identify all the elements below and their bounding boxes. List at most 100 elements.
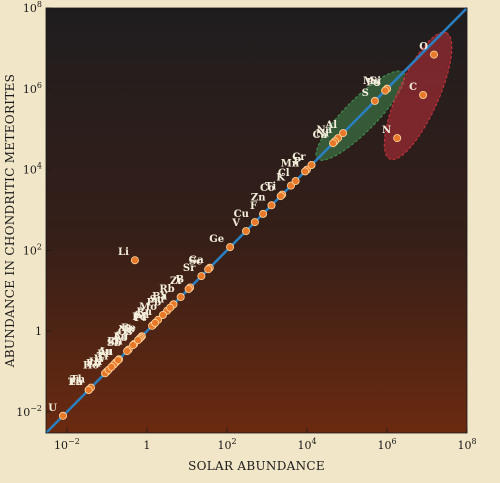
- point-label-cl: Cl: [278, 168, 290, 179]
- y-tick-label: 108: [23, 0, 42, 15]
- point-cu: [250, 218, 259, 227]
- point-label-o: O: [419, 42, 428, 53]
- point-label-in: In: [100, 347, 113, 358]
- point-sr: [197, 272, 206, 281]
- point-label-sr: Sr: [183, 263, 196, 274]
- point-label-ti: Ti: [265, 182, 276, 193]
- point-label-rb: Rb: [159, 284, 174, 295]
- point-label-ho: Ho: [83, 360, 99, 371]
- point-label-li: Li: [118, 247, 129, 258]
- point-label-fe: Fe: [366, 78, 379, 89]
- point-label-f: F: [250, 201, 257, 212]
- point-cl: [291, 176, 300, 185]
- point-sc: [204, 265, 213, 274]
- point-label-w: W: [93, 354, 106, 365]
- y-tick-label: 10−2: [16, 404, 42, 419]
- x-tick-label: 106: [377, 437, 396, 452]
- point-label-zn: Zn: [251, 192, 266, 203]
- point-label-cd: Cd: [134, 310, 149, 321]
- y-axis-label: ABUNDANCE IN CHONDRITIC METEORITES: [3, 74, 17, 368]
- axes: 10−2 1 102 104 106 108 10−2 1 102 104 106 108: [16, 0, 476, 452]
- point-label-ir: Ir: [124, 326, 135, 337]
- point-os: [134, 336, 143, 345]
- point-label-cr: Cr: [292, 152, 306, 163]
- point-label-lu: Lu: [68, 377, 82, 388]
- point-label-n: N: [382, 125, 391, 136]
- point-fe: [381, 86, 390, 95]
- point-label-ru: Ru: [137, 307, 153, 318]
- y-tick-label: 1: [35, 325, 42, 338]
- point-label-pt: Pt: [134, 313, 147, 324]
- point-label-ba: Ba: [152, 292, 167, 303]
- y-tick-label: 106: [23, 81, 42, 96]
- point-rb: [176, 292, 185, 301]
- point-label-ge: Ge: [209, 234, 224, 245]
- point-label-eu: Eu: [86, 359, 101, 370]
- point-sn: [166, 303, 175, 312]
- x-tick-label: 10−2: [54, 437, 80, 452]
- point-label-si: Si: [370, 76, 381, 87]
- point-label-sb: Sb: [107, 338, 121, 349]
- point-label-pb: Pb: [147, 298, 162, 309]
- point-label-os: Os: [118, 327, 133, 338]
- point-label-be: Be: [121, 323, 136, 334]
- point-li: [130, 256, 139, 265]
- point-f: [259, 209, 268, 218]
- point-label-co: Co: [260, 183, 275, 194]
- point-label-mo: Mo: [139, 302, 157, 313]
- point-label-al: Al: [325, 120, 338, 131]
- x-tick-label: 104: [297, 437, 316, 452]
- y-tick-label: 104: [23, 162, 42, 177]
- x-axis-label: SOLAR ABUNDANCE: [188, 459, 325, 473]
- point-label-th: Th: [70, 375, 85, 386]
- point-al: [339, 129, 348, 138]
- point-label-la: La: [114, 332, 128, 343]
- point-zr: [184, 284, 193, 293]
- point-label-pr: Pr: [97, 349, 111, 360]
- point-mo: [158, 310, 167, 319]
- plot-frame: [45, 7, 468, 434]
- point-sb: [123, 347, 132, 356]
- point-label-mn: Mn: [281, 158, 300, 169]
- point-label-c: C: [409, 82, 417, 93]
- point-label-ca: Ca: [313, 130, 328, 141]
- point-co: [276, 192, 285, 201]
- point-w: [107, 362, 116, 371]
- point-in: [114, 356, 123, 365]
- point-u: [59, 411, 68, 420]
- data-points: OCNSiMgSFeNaNiAlCaPMnKCrClZnTiCuCoVFGeLi…: [48, 42, 438, 420]
- point-label-b: B: [176, 275, 184, 286]
- point-v: [241, 227, 250, 236]
- point-o: [429, 50, 438, 59]
- point-label-tb: Tb: [68, 377, 82, 388]
- point-label-k: K: [276, 173, 285, 184]
- group-ellipse-2: [383, 31, 453, 161]
- x-tick-label: 102: [217, 437, 236, 452]
- point-zn: [267, 201, 276, 210]
- point-c: [419, 91, 428, 100]
- point-label-mg: Mg: [363, 76, 381, 87]
- point-label-u: U: [48, 403, 57, 414]
- point-label-pd: Pd: [132, 312, 147, 323]
- x-tick-label: 108: [457, 437, 476, 452]
- point-label-ag: Ag: [112, 331, 128, 342]
- point-lu: [84, 385, 93, 394]
- point-ca: [329, 139, 338, 148]
- x-tick-label: 1: [143, 439, 150, 452]
- point-label-s: S: [362, 88, 369, 99]
- point-s: [370, 96, 379, 105]
- point-label-na: Na: [316, 125, 332, 136]
- y-tick-label: 102: [23, 242, 42, 257]
- point-label-ga: Ga: [189, 255, 205, 266]
- point-label-hf: Hf: [89, 357, 103, 368]
- point-ge: [226, 243, 235, 252]
- point-n: [393, 134, 402, 143]
- point-label-sn: Sn: [150, 295, 165, 306]
- point-label-v: V: [231, 218, 240, 229]
- point-la: [129, 341, 138, 350]
- point-label-cu: Cu: [234, 209, 249, 220]
- point-label-ti: Ti: [97, 351, 108, 362]
- point-label-nb: Nb: [119, 324, 135, 335]
- point-label-zr: Zr: [170, 276, 183, 287]
